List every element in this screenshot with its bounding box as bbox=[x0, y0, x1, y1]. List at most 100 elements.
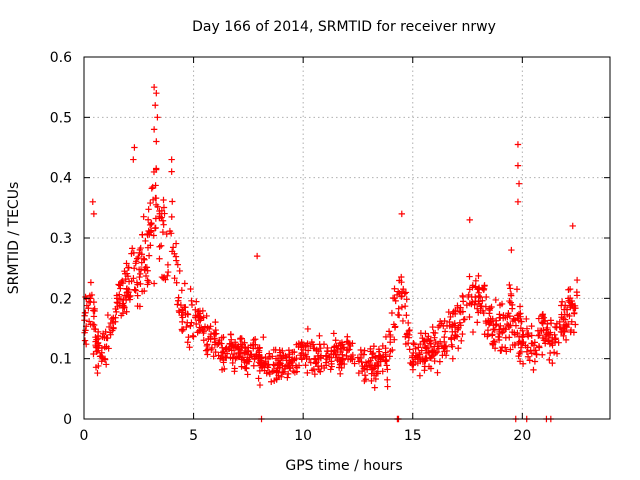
data-point bbox=[298, 356, 305, 363]
data-point bbox=[369, 366, 376, 373]
data-point bbox=[338, 360, 345, 367]
data-point bbox=[189, 332, 197, 340]
data-point bbox=[539, 351, 546, 358]
data-point bbox=[400, 285, 407, 293]
data-point bbox=[125, 278, 133, 285]
data-point bbox=[370, 343, 378, 350]
data-point bbox=[489, 340, 496, 347]
data-point bbox=[530, 366, 537, 374]
data-point bbox=[257, 355, 265, 362]
data-point bbox=[272, 355, 280, 362]
data-point bbox=[151, 225, 159, 232]
data-point bbox=[286, 351, 293, 358]
data-point bbox=[395, 305, 402, 312]
data-point bbox=[568, 297, 576, 305]
data-point bbox=[351, 360, 358, 367]
data-point bbox=[317, 344, 324, 352]
data-point bbox=[255, 375, 262, 382]
data-point bbox=[251, 353, 259, 360]
data-point bbox=[101, 356, 109, 363]
data-point bbox=[154, 114, 161, 121]
data-point bbox=[107, 319, 114, 327]
data-point bbox=[298, 338, 305, 346]
data-point bbox=[425, 333, 432, 340]
data-point bbox=[136, 246, 144, 254]
data-point bbox=[168, 156, 175, 163]
data-point bbox=[253, 252, 261, 260]
data-point bbox=[179, 307, 187, 314]
data-point bbox=[466, 313, 473, 321]
data-point bbox=[223, 344, 230, 352]
data-point bbox=[230, 343, 237, 350]
data-point bbox=[466, 300, 474, 307]
data-point bbox=[469, 328, 477, 336]
data-point bbox=[361, 347, 368, 354]
data-point bbox=[441, 328, 449, 335]
data-point bbox=[284, 374, 291, 381]
data-point bbox=[513, 286, 521, 293]
data-point bbox=[129, 245, 136, 252]
data-point bbox=[402, 289, 410, 296]
data-point bbox=[273, 367, 280, 374]
data-point bbox=[142, 237, 149, 245]
data-point bbox=[516, 303, 524, 310]
data-point bbox=[173, 257, 180, 264]
data-point bbox=[310, 365, 318, 373]
data-point bbox=[114, 303, 121, 311]
data-point bbox=[110, 314, 117, 321]
data-point bbox=[146, 221, 154, 229]
data-point bbox=[171, 274, 178, 282]
data-point bbox=[490, 340, 497, 348]
y-axis-label: SRMTID / TECUs bbox=[6, 182, 22, 295]
data-point bbox=[160, 196, 167, 204]
data-point bbox=[182, 310, 189, 318]
data-point bbox=[241, 358, 248, 366]
data-point bbox=[473, 305, 481, 312]
data-point bbox=[428, 353, 436, 360]
data-point bbox=[187, 322, 194, 329]
data-point bbox=[492, 296, 499, 304]
data-point bbox=[489, 315, 496, 323]
data-point bbox=[553, 320, 561, 327]
data-point bbox=[178, 312, 185, 319]
data-point bbox=[427, 337, 434, 344]
data-point bbox=[81, 337, 89, 344]
data-point bbox=[239, 341, 247, 348]
data-point bbox=[192, 314, 199, 321]
data-point bbox=[431, 334, 438, 341]
data-point bbox=[147, 199, 154, 207]
data-point bbox=[530, 342, 538, 349]
data-point bbox=[282, 352, 289, 360]
data-point bbox=[90, 350, 97, 358]
data-point bbox=[176, 267, 183, 275]
data-point bbox=[573, 292, 581, 299]
data-point bbox=[421, 342, 429, 350]
data-point bbox=[486, 305, 493, 312]
data-point bbox=[328, 360, 335, 368]
data-point bbox=[496, 326, 503, 333]
data-point bbox=[245, 347, 252, 355]
data-point bbox=[475, 272, 482, 280]
data-point bbox=[105, 323, 113, 331]
data-point bbox=[555, 339, 562, 346]
x-tick-label: 20 bbox=[513, 428, 531, 444]
data-point bbox=[204, 351, 211, 358]
data-point bbox=[244, 371, 251, 378]
data-point bbox=[391, 336, 398, 343]
data-point bbox=[465, 293, 472, 301]
x-axis-label: GPS time / hours bbox=[285, 458, 402, 474]
data-point bbox=[496, 301, 504, 309]
data-point bbox=[500, 312, 507, 319]
data-point bbox=[459, 308, 467, 315]
data-point bbox=[204, 341, 211, 348]
data-point bbox=[145, 206, 152, 213]
data-point bbox=[90, 313, 98, 320]
data-point bbox=[212, 339, 219, 346]
data-point bbox=[393, 291, 401, 299]
data-point bbox=[207, 330, 215, 338]
data-point bbox=[370, 372, 378, 379]
data-point bbox=[150, 232, 157, 239]
data-point bbox=[514, 162, 522, 169]
data-point bbox=[546, 349, 554, 357]
data-point bbox=[458, 337, 465, 345]
